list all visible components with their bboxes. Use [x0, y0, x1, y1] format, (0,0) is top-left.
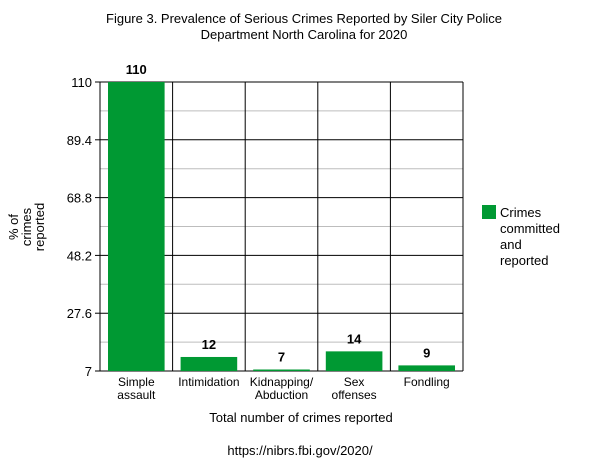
- chart-title-line: Department North Carolina for 2020: [201, 27, 408, 42]
- y-tick-label: 7: [85, 364, 92, 379]
- y-axis-label-line: crimes: [19, 207, 34, 246]
- bar-data-label: 9: [423, 345, 430, 360]
- legend-label-line: reported: [500, 253, 548, 268]
- legend-label-line: committed: [500, 221, 560, 236]
- x-axis-label: Total number of crimes reported: [209, 410, 393, 425]
- x-tick-label: assault: [117, 388, 156, 402]
- chart-title: Figure 3. Prevalence of Serious Crimes R…: [106, 11, 502, 42]
- x-tick-label: Intimidation: [178, 375, 239, 389]
- y-tick-label: 110: [71, 75, 92, 90]
- x-tick-label: Kidnapping/: [250, 375, 314, 389]
- y-tick-label: 68.8: [67, 191, 92, 206]
- bar: [253, 369, 310, 371]
- bar-data-label: 12: [202, 337, 216, 352]
- y-axis-label: % ofcrimesreported: [6, 203, 47, 251]
- bar: [325, 351, 383, 371]
- bar-data-label: 110: [126, 62, 147, 77]
- bar: [398, 365, 455, 371]
- bar: [180, 356, 238, 371]
- y-tick-label: 89.4: [67, 133, 92, 148]
- bar-data-label: 14: [347, 331, 362, 346]
- y-tick-label: 48.2: [67, 248, 92, 263]
- chart-title-line: Figure 3. Prevalence of Serious Crimes R…: [106, 11, 502, 26]
- bar: [108, 82, 165, 371]
- x-tick-label: Simple: [118, 375, 155, 389]
- x-tick-label: Fondling: [404, 375, 450, 389]
- legend-swatch: [482, 205, 496, 219]
- source-url: https://nibrs.fbi.gov/2020/: [227, 443, 373, 458]
- legend-label-line: and: [500, 237, 522, 252]
- x-tick-label: offenses: [332, 388, 377, 402]
- x-tick-label: Sex: [344, 375, 365, 389]
- y-axis-label-line: % of: [6, 214, 21, 240]
- y-tick-label: 27.6: [67, 306, 92, 321]
- x-tick-label: Abduction: [255, 388, 308, 402]
- y-axis-label-text: % ofcrimesreported: [6, 203, 47, 251]
- y-axis-ticks: 110 89.4 68.8 48.2 27.6 7: [67, 75, 100, 379]
- y-axis-label-line: reported: [32, 203, 47, 251]
- bars: 110 12 7 14 9: [108, 62, 455, 371]
- legend-label-line: Crimes: [500, 205, 542, 220]
- bar-data-label: 7: [278, 350, 285, 365]
